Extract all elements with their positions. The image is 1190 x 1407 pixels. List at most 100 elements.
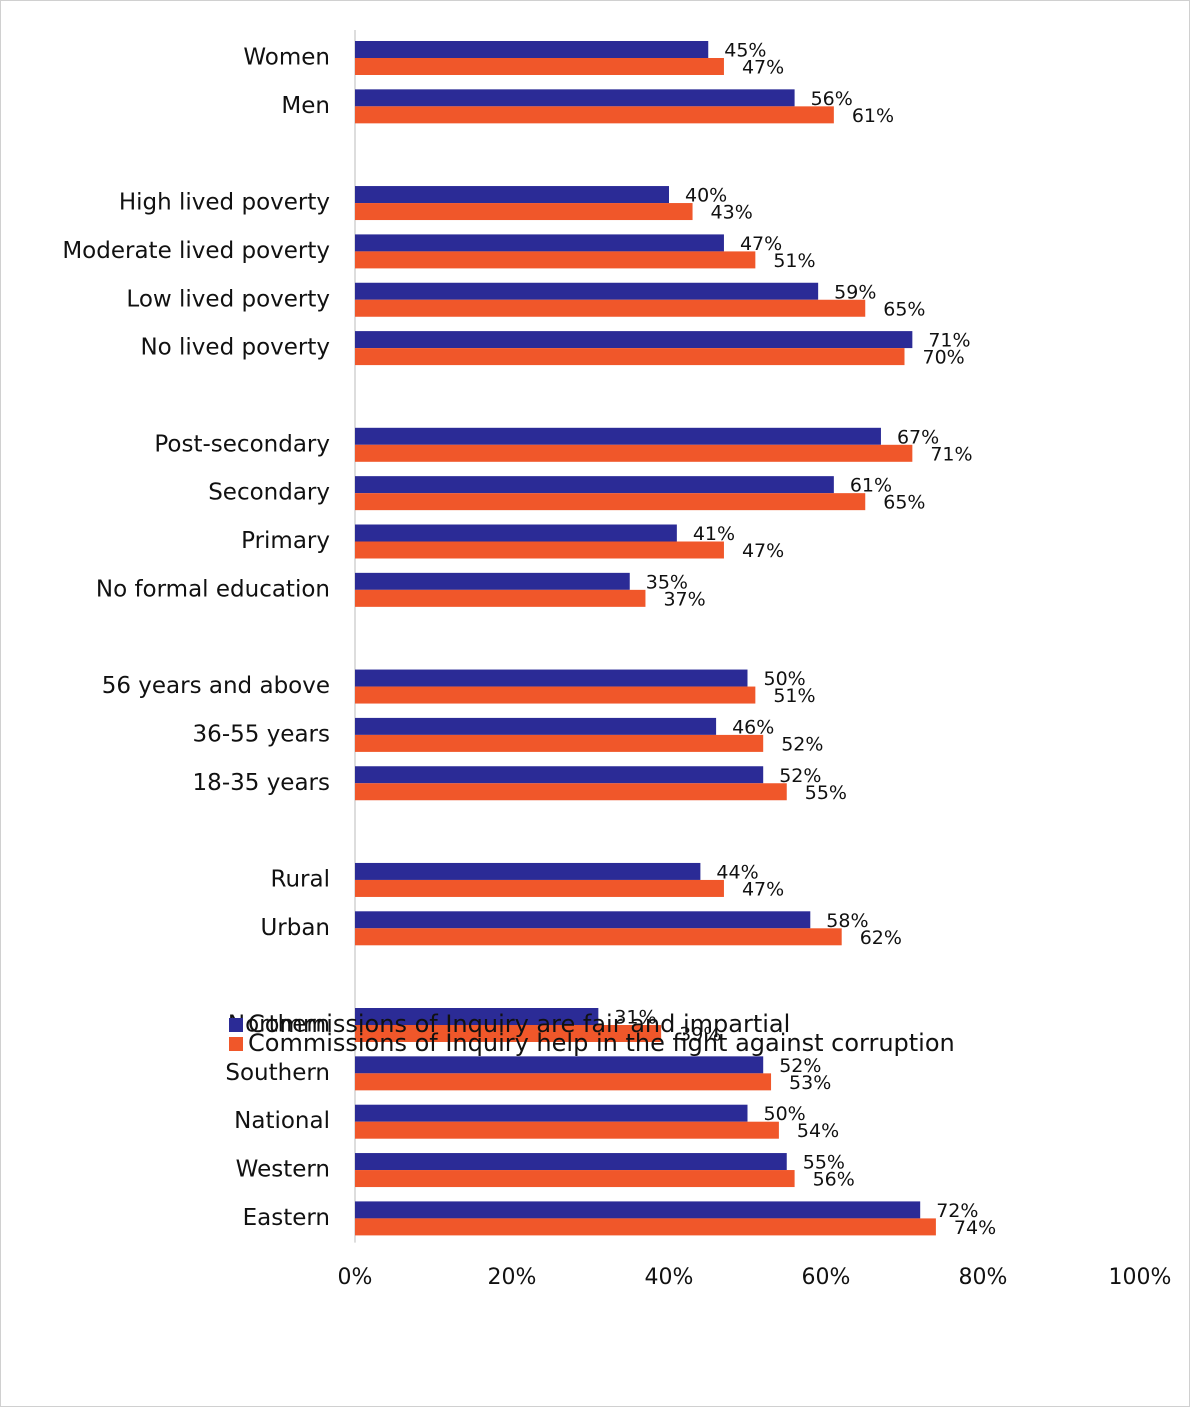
value-label: 56% bbox=[813, 1169, 855, 1191]
x-tick-label: 100% bbox=[1109, 1265, 1172, 1290]
bar bbox=[355, 669, 748, 687]
bar bbox=[355, 444, 913, 462]
bar bbox=[355, 686, 756, 704]
value-label: 47% bbox=[742, 878, 784, 900]
bar bbox=[355, 1104, 748, 1122]
category-label: Post-secondary bbox=[154, 431, 330, 457]
legend-swatch bbox=[229, 1037, 243, 1051]
value-label: 53% bbox=[789, 1072, 831, 1094]
bar bbox=[355, 1025, 662, 1042]
value-label: 45% bbox=[724, 40, 766, 62]
x-tick-label: 0% bbox=[338, 1265, 373, 1290]
category-label: Eastern bbox=[243, 1205, 330, 1231]
category-label: Southern bbox=[225, 1060, 330, 1086]
bar bbox=[355, 1170, 795, 1188]
value-label: 65% bbox=[883, 298, 925, 320]
bar bbox=[355, 879, 724, 897]
bar bbox=[355, 1153, 787, 1171]
value-label: 71% bbox=[930, 443, 972, 465]
value-label: 58% bbox=[826, 910, 868, 932]
bar bbox=[355, 783, 787, 801]
bar bbox=[355, 717, 717, 735]
legend-label: Commissions of Inquiry help in the fight… bbox=[248, 1029, 955, 1057]
value-label: 61% bbox=[852, 105, 894, 127]
value-label: 51% bbox=[773, 685, 815, 707]
value-label: 71% bbox=[928, 330, 970, 352]
value-label: 54% bbox=[797, 1120, 839, 1142]
category-label: Low lived poverty bbox=[126, 286, 330, 312]
bar bbox=[355, 1201, 921, 1219]
bar bbox=[355, 1121, 779, 1139]
value-label: 51% bbox=[773, 250, 815, 272]
bar bbox=[355, 524, 677, 542]
value-label: 47% bbox=[740, 233, 782, 255]
value-label: 40% bbox=[685, 185, 727, 207]
value-label: 67% bbox=[897, 426, 939, 448]
bar bbox=[355, 1073, 772, 1091]
bar bbox=[355, 589, 646, 607]
category-label: Northern bbox=[228, 1012, 330, 1038]
x-tick-label: 60% bbox=[802, 1265, 851, 1290]
bar bbox=[355, 427, 881, 445]
category-label: 56 years and above bbox=[102, 673, 330, 699]
bar bbox=[355, 1218, 936, 1236]
bar bbox=[355, 1008, 599, 1025]
legend-label: Commissions of Inquiry are fair and impa… bbox=[248, 1010, 790, 1038]
value-label: 50% bbox=[764, 668, 806, 690]
value-label: 50% bbox=[764, 1103, 806, 1125]
bar bbox=[355, 234, 724, 252]
bar bbox=[355, 572, 630, 590]
value-label: 35% bbox=[646, 571, 688, 593]
category-label: Secondary bbox=[208, 480, 330, 506]
category-label: Urban bbox=[260, 915, 330, 941]
category-label: 18-35 years bbox=[193, 770, 330, 796]
bar bbox=[355, 348, 905, 366]
value-label: 37% bbox=[663, 588, 705, 610]
bar bbox=[355, 331, 913, 349]
bar bbox=[355, 862, 701, 880]
bar bbox=[355, 203, 693, 221]
value-label: 61% bbox=[850, 475, 892, 497]
category-label: National bbox=[234, 1108, 330, 1134]
x-tick-label: 40% bbox=[645, 1265, 694, 1290]
bar bbox=[355, 41, 709, 58]
category-label: No lived poverty bbox=[140, 335, 330, 361]
category-label: Moderate lived poverty bbox=[62, 238, 330, 264]
bar bbox=[355, 89, 795, 107]
category-label: High lived poverty bbox=[119, 190, 330, 216]
value-label: 43% bbox=[711, 202, 753, 224]
value-label: 55% bbox=[805, 782, 847, 804]
value-label: 72% bbox=[936, 1200, 978, 1222]
value-label: 41% bbox=[693, 523, 735, 545]
category-label: Primary bbox=[241, 528, 330, 554]
value-label: 62% bbox=[860, 927, 902, 949]
value-label: 47% bbox=[742, 540, 784, 562]
category-label: Rural bbox=[271, 866, 330, 892]
category-label: Men bbox=[281, 93, 330, 119]
bar bbox=[355, 766, 764, 784]
value-label: 74% bbox=[954, 1217, 996, 1239]
value-label: 47% bbox=[742, 57, 784, 79]
value-label: 52% bbox=[779, 1055, 821, 1077]
category-label: No formal education bbox=[96, 576, 330, 602]
bar bbox=[355, 476, 834, 494]
bar bbox=[355, 928, 842, 946]
x-tick-label: 20% bbox=[488, 1265, 537, 1290]
value-label: 65% bbox=[883, 492, 925, 514]
value-label: 55% bbox=[803, 1152, 845, 1174]
value-label: 70% bbox=[923, 347, 965, 369]
legend-swatch bbox=[229, 1018, 243, 1032]
bar bbox=[355, 299, 866, 317]
category-label: Women bbox=[243, 45, 330, 71]
value-label: 39% bbox=[679, 1024, 721, 1046]
value-label: 44% bbox=[716, 861, 758, 883]
value-label: 31% bbox=[614, 1007, 656, 1029]
bar bbox=[355, 734, 764, 752]
category-label: 36-55 years bbox=[193, 721, 330, 747]
bar bbox=[355, 541, 724, 559]
bar bbox=[355, 106, 834, 124]
bar bbox=[355, 282, 819, 300]
bar bbox=[355, 251, 756, 269]
bar bbox=[355, 58, 724, 75]
value-label: 59% bbox=[834, 281, 876, 303]
